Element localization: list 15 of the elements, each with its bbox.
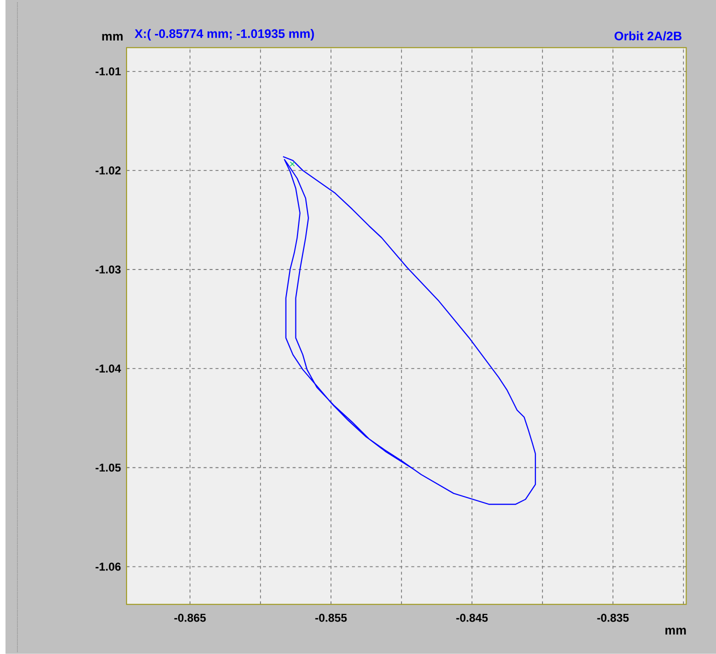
x-axis-title: mm (665, 628, 686, 634)
y-tick-label: -1.05 (96, 464, 121, 472)
text: X:( -0.85774 mm; -1.01935 mm) (134, 28, 314, 40)
y-tick-label: -1.06 (96, 562, 121, 571)
x-tick-label: -0.865 (174, 614, 206, 622)
y-tick-label: -1.02 (96, 166, 121, 174)
x-tick-label: -0.855 (315, 614, 347, 622)
y-tick-label: -1.04 (96, 364, 122, 373)
x-tick-label: -0.845 (456, 614, 488, 622)
x-tick-label: -0.835 (597, 614, 629, 622)
y-tick-label: -1.03 (96, 266, 121, 274)
y-axis-title: mm (102, 34, 123, 40)
chart-title: Orbit 2A/2B (614, 31, 682, 40)
line-series (282, 156, 536, 505)
y-tick-label: -1.01 (96, 67, 121, 76)
